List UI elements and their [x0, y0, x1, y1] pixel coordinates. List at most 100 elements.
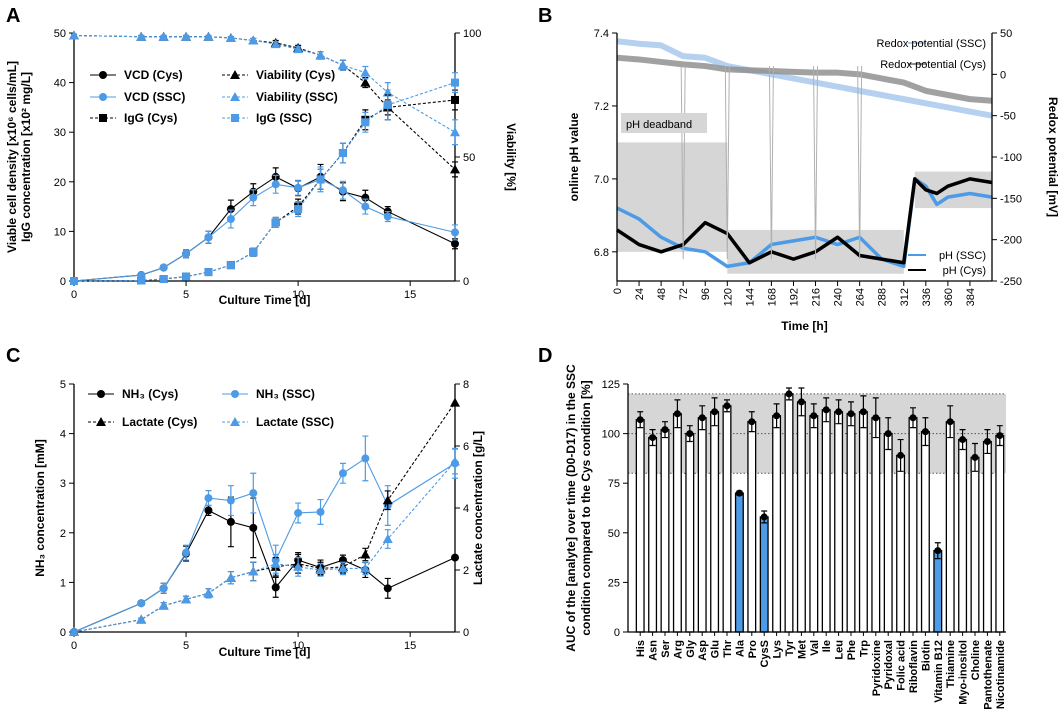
a-series-point [271, 218, 280, 227]
d-point [959, 436, 967, 444]
a-series-point [203, 31, 214, 41]
c-series-point [226, 517, 235, 526]
a-series-point [338, 186, 347, 195]
b-y-tick-label-left: 7.2 [594, 101, 609, 113]
a-x-label: Culture Time [d] [219, 293, 311, 307]
b-x-tick-label: 192 [788, 288, 800, 306]
d-y-tick-label: 50 [608, 528, 620, 540]
d-x-tick-label: Thiamine [945, 640, 957, 688]
b-y-tick-label-right: 50 [1000, 28, 1012, 40]
panel-letter-b: B [538, 5, 552, 27]
c-legend-marker [230, 417, 240, 426]
b-x-tick-label: 96 [700, 288, 712, 300]
a-series-point [249, 248, 258, 257]
a-series-point [315, 50, 326, 60]
b-x-tick-label: 240 [833, 288, 845, 306]
d-x-tick-label: Leu [834, 640, 846, 660]
a-y-tick-label-right: 100 [463, 28, 481, 40]
d-point [996, 432, 1004, 440]
a-legend-label: IgG (SSC) [256, 111, 312, 125]
c-series-point [382, 495, 393, 505]
c-series-point [159, 584, 168, 593]
c-series-point [204, 494, 213, 503]
d-bar [747, 421, 757, 633]
c-series-point [226, 496, 235, 505]
a-series-point [361, 202, 370, 211]
a-series-point [383, 100, 392, 109]
c-y-tick-label-right: 2 [463, 565, 469, 577]
d-bar [945, 421, 955, 633]
b-x-tick-label: 216 [811, 288, 823, 306]
a-series-point [159, 275, 168, 284]
a-series-point [361, 118, 370, 127]
d-x-tick-label: Riboflavin [908, 640, 920, 693]
d-point [822, 406, 830, 414]
c-series-point [249, 523, 258, 532]
a-series-point [270, 39, 281, 49]
chart-a: 0 5 10 15 0 10 20 30 40 50 0 50 100 Culture Time [d] V… [5, 28, 518, 307]
c-x-label: Culture Time [d] [219, 645, 311, 659]
d-x-tick-label: Ser [660, 639, 672, 657]
b-x-tick-label: 72 [678, 288, 690, 300]
d-point [859, 408, 867, 416]
d-bar [759, 516, 769, 633]
panel-letter-a: A [6, 5, 20, 27]
a-series-point [182, 272, 191, 281]
a-series-point [294, 205, 303, 214]
a-series-point [70, 277, 78, 285]
b-y-label-left: online pH value [567, 112, 581, 201]
a-series-point [182, 249, 191, 258]
b-x-tick-label: 336 [921, 288, 933, 306]
b-x-tick-label: 264 [855, 288, 867, 306]
a-series-point [451, 239, 459, 248]
a-legend-marker [230, 70, 240, 79]
b-series-line [616, 54, 993, 104]
d-point [636, 416, 644, 424]
d-x-tick-label: Glu [710, 640, 722, 658]
d-y-tick-label: 100 [602, 429, 620, 441]
b-x-tick-label: 0 [612, 288, 624, 294]
d-x-tick-label: Met [796, 640, 808, 659]
c-series-line [73, 461, 456, 633]
d-x-tick-label: Asp [697, 640, 709, 661]
a-series-point [451, 78, 459, 87]
c-y-label-right: Lactate concentration [g/L] [471, 431, 485, 585]
panel-letter-d: D [538, 345, 552, 367]
a-series-line [73, 34, 456, 170]
a-series-point [450, 164, 460, 174]
d-bar [883, 432, 893, 633]
d-x-tick-label: Arg [672, 640, 684, 659]
d-x-tick-label: Vitamin B12 [933, 640, 945, 703]
b-legend-label: Redox potential (SSC) [877, 38, 986, 50]
c-series-point [204, 506, 213, 515]
c-series-point [158, 600, 169, 610]
d-point [661, 426, 669, 434]
a-legend-marker [99, 93, 107, 101]
chart-b: 0 24 48 72 96 120 144 168 192 216 240 264 288 312 336 3… [567, 28, 1059, 333]
a-y-tick-label-left: 40 [54, 78, 66, 90]
d-point [884, 430, 892, 438]
a-y-tick-label-left: 30 [54, 127, 66, 139]
d-bar [846, 413, 856, 633]
a-legend-label: IgG (Cys) [124, 111, 177, 125]
a-series-point [204, 233, 213, 242]
d-x-tick-label: Ile [821, 640, 833, 652]
chart-d: His Asn Ser Arg Gly Asp Glu Thr Ala Pro CysS Lys Tyr… [564, 364, 1007, 710]
c-series-point [293, 561, 304, 571]
a-series-point [204, 268, 213, 277]
d-bar [995, 434, 1005, 633]
c-series-point [203, 588, 214, 598]
chart-c: 0 5 10 15 0 1 2 3 4 5 0 2 4 6 8 Culture Time [d] NH₃ con… [33, 379, 485, 659]
b-y-tick-label-right: -200 [1000, 235, 1022, 247]
c-x-tick-label: 0 [71, 640, 77, 652]
d-x-tick-label: Phe [846, 640, 858, 660]
d-bar [635, 419, 645, 633]
b-series-line [616, 38, 993, 119]
b-x-tick-label: 360 [943, 288, 955, 306]
c-x-tick-label: 5 [183, 640, 189, 652]
c-series-point [249, 489, 258, 498]
b-legend-label: Redox potential (Cys) [880, 59, 986, 71]
a-series-point [137, 276, 146, 285]
d-x-tick-label: Choline [970, 640, 982, 680]
d-y-tick-label: 25 [608, 577, 620, 589]
